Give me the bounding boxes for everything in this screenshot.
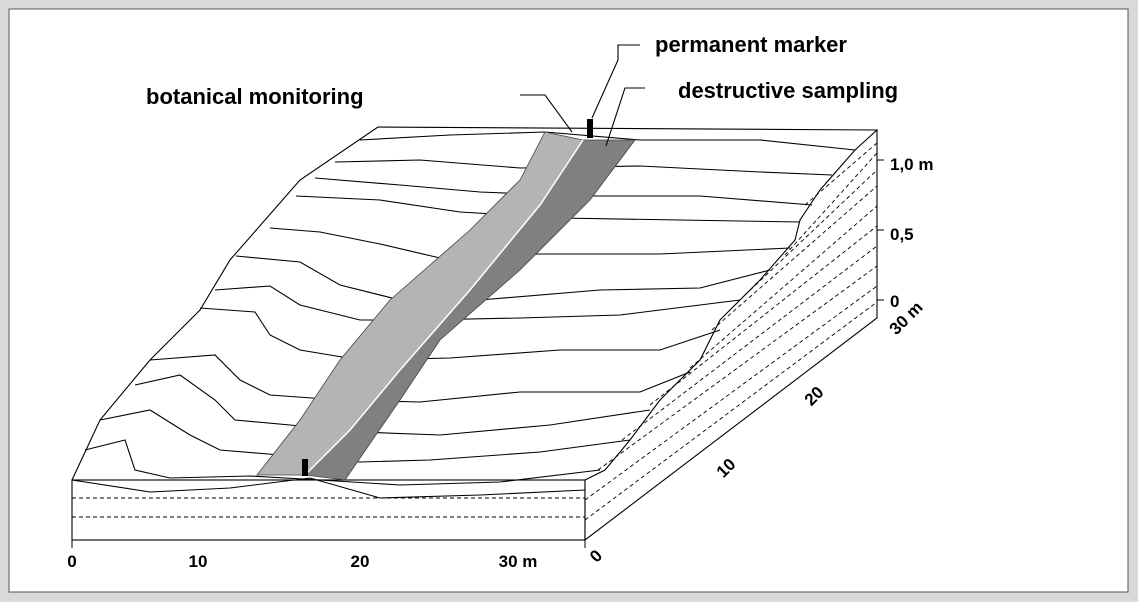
tick-label: 30 m [499, 552, 538, 571]
tick-label: 0,5 [890, 225, 914, 244]
leader [591, 44, 640, 119]
x-axis: 0 10 20 30 m [67, 540, 586, 571]
marker-top [587, 119, 593, 138]
tick-label: 0 [67, 552, 76, 571]
tick-label: 10 [189, 552, 208, 571]
leader [520, 94, 573, 133]
tick-label: 20 [351, 552, 370, 571]
label: destructive sampling [678, 78, 898, 103]
height-axis: 0 0,5 1,0 m [877, 155, 933, 311]
front-face [71, 479, 586, 541]
right-face [584, 128, 878, 542]
leader [605, 87, 645, 147]
surface-outline [71, 126, 878, 481]
tick-label: 0 [890, 292, 899, 311]
marker-bottom [302, 459, 308, 476]
label: permanent marker [655, 32, 847, 57]
tick-label: 1,0 m [890, 155, 933, 174]
strip-divider [304, 139, 584, 476]
label: botanical monitoring [146, 84, 364, 109]
